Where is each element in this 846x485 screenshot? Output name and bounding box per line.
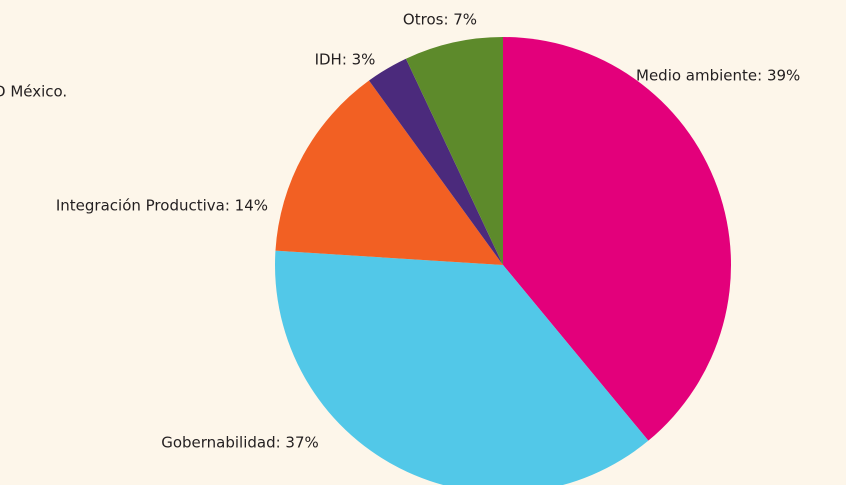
pie-slice: [368, 58, 503, 265]
pie-slice: [405, 37, 503, 265]
pie-slice: [275, 80, 503, 265]
pie-slice: [275, 250, 649, 485]
slice-label: Integración Productiva: 14%: [56, 197, 268, 215]
note: D México.: [0, 83, 67, 101]
slice-label: Otros: 7%: [403, 11, 477, 29]
pie-slice: [503, 37, 731, 441]
slice-label: Medio ambiente: 39%: [636, 67, 800, 85]
slice-label: IDH: 3%: [315, 51, 376, 69]
slice-label: Gobernabilidad: 37%: [161, 434, 319, 452]
